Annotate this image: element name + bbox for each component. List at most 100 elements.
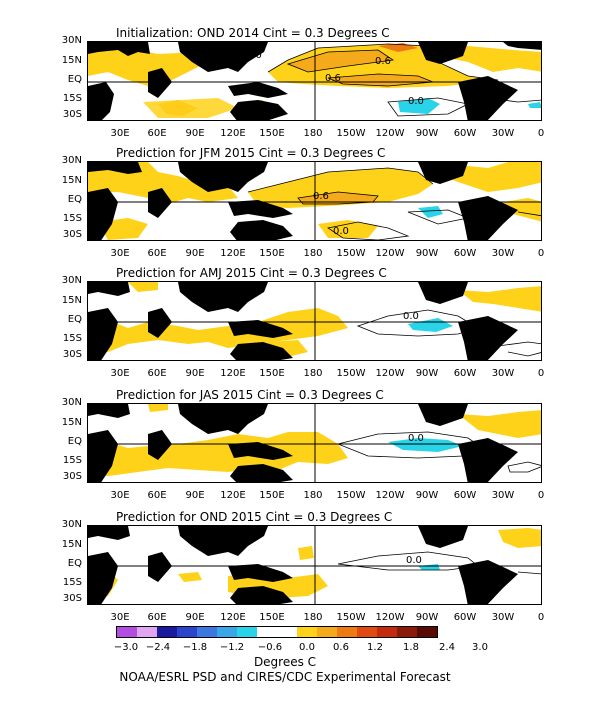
lon-label: 90W	[415, 368, 439, 379]
color-scale-bar	[116, 626, 438, 638]
legend-swatch	[197, 627, 217, 637]
lon-label: 150W	[336, 128, 366, 139]
legend-tick: −2.4	[145, 642, 171, 653]
lat-label-30s: 30S	[62, 471, 82, 482]
forecast-panel-jfm-2015: Prediction for JFM 2015 Cint = 0.3 Degre…	[0, 146, 600, 266]
lon-label: 0	[537, 128, 545, 139]
lon-label: 90E	[185, 248, 205, 259]
lat-label-30n: 30N	[61, 397, 82, 408]
lon-label: 60E	[147, 248, 167, 259]
lat-label-eq: EQ	[67, 194, 82, 205]
forecast-panel-ond-2015: Prediction for OND 2015 Cint = 0.3 Degre…	[0, 510, 600, 630]
contour-label: 0.0	[408, 96, 424, 107]
contour-label: 0.0	[333, 226, 349, 237]
panel-title: Prediction for JFM 2015 Cint = 0.3 Degre…	[116, 146, 386, 160]
lat-label-eq: EQ	[67, 314, 82, 325]
lat-label-eq: EQ	[67, 436, 82, 447]
lon-label: 30W	[491, 612, 515, 623]
land-masses	[88, 282, 518, 360]
lon-label: 150W	[336, 248, 366, 259]
sst-anomaly-map: 0.0	[87, 281, 542, 361]
lon-label: 120E	[220, 490, 246, 501]
lon-label: 150E	[259, 128, 285, 139]
lon-label: 120W	[375, 128, 405, 139]
lon-label: 90E	[185, 612, 205, 623]
lon-label: 90E	[185, 490, 205, 501]
lon-label: 60W	[453, 490, 477, 501]
legend-swatch	[217, 627, 237, 637]
lat-label-eq: EQ	[67, 74, 82, 85]
lat-label-15s: 15S	[62, 577, 82, 588]
lat-label-30s: 30S	[62, 229, 82, 240]
lon-label: 150W	[336, 490, 366, 501]
legend-tick: −0.6	[257, 642, 283, 653]
legend-swatch	[357, 627, 377, 637]
lat-label-15n: 15N	[61, 539, 82, 550]
panel-title: Prediction for AMJ 2015 Cint = 0.3 Degre…	[116, 266, 387, 280]
forecast-panel-ond-2014: Initialization: OND 2014 Cint = 0.3 Degr…	[0, 26, 600, 146]
legend-swatch	[177, 627, 197, 637]
lon-label: 120W	[375, 368, 405, 379]
legend-tick: −3.0	[113, 642, 139, 653]
lon-label: 90E	[185, 128, 205, 139]
lon-label: 120E	[220, 248, 246, 259]
panel-title: Prediction for OND 2015 Cint = 0.3 Degre…	[116, 510, 393, 524]
contour-lines	[337, 551, 541, 575]
lon-label: 180	[303, 368, 323, 379]
lon-label: 30E	[110, 128, 130, 139]
lat-label-15n: 15N	[61, 417, 82, 428]
lat-label-15s: 15S	[62, 93, 82, 104]
lon-label: 150E	[259, 612, 285, 623]
lon-label: 90W	[415, 612, 439, 623]
lat-label-15n: 15N	[61, 295, 82, 306]
lon-label: 60W	[453, 248, 477, 259]
legend-swatch	[317, 627, 337, 637]
lat-label-30n: 30N	[61, 155, 82, 166]
contour-label: 0.0	[408, 433, 424, 444]
legend-swatch	[137, 627, 157, 637]
sst-anomaly-map: 0.6 0.6 0.0 0.0	[87, 41, 542, 121]
panel-title: Prediction for JAS 2015 Cint = 0.3 Degre…	[116, 388, 384, 402]
legend-tick: 1.8	[403, 642, 419, 653]
contour-label: 0.6	[375, 56, 391, 67]
lat-label-30s: 30S	[62, 349, 82, 360]
legend-swatch	[377, 627, 397, 637]
cool-anomaly-region	[418, 206, 443, 218]
lon-label: 30W	[491, 128, 515, 139]
lat-label-15s: 15S	[62, 333, 82, 344]
land-masses	[88, 404, 518, 482]
lon-label: 150E	[259, 368, 285, 379]
legend-swatch	[117, 627, 137, 637]
contour-label: 0.0	[406, 555, 422, 566]
legend-swatch	[277, 627, 297, 637]
lon-label: 30E	[110, 612, 130, 623]
legend-swatch	[257, 627, 277, 637]
lat-label-30s: 30S	[62, 109, 82, 120]
lon-label: 30E	[110, 248, 130, 259]
panel-title: Initialization: OND 2014 Cint = 0.3 Degr…	[116, 26, 390, 40]
legend-tick: 1.2	[367, 642, 383, 653]
forecast-panel-jas-2015: Prediction for JAS 2015 Cint = 0.3 Degre…	[0, 388, 600, 508]
lon-label: 0	[537, 248, 545, 259]
lat-label-30n: 30N	[61, 519, 82, 530]
contour-label: 0.6	[313, 191, 329, 202]
contour-lines	[247, 167, 541, 240]
lat-label-15n: 15N	[61, 175, 82, 186]
lat-label-30n: 30N	[61, 35, 82, 46]
sst-anomaly-map: 0.0	[87, 525, 542, 605]
lon-label: 60W	[453, 128, 477, 139]
legend-tick: −1.8	[182, 642, 208, 653]
sst-anomaly-map: 0.0	[87, 403, 542, 483]
lon-label: 60E	[147, 490, 167, 501]
legend-swatch	[397, 627, 417, 637]
legend-tick: 0.6	[333, 642, 349, 653]
contour-lines	[336, 431, 541, 473]
lon-label: 120W	[375, 490, 405, 501]
lon-label: 150E	[259, 248, 285, 259]
lon-label: 90W	[415, 490, 439, 501]
lon-label: 60E	[147, 128, 167, 139]
legend-tick: −1.2	[219, 642, 245, 653]
lon-label: 60E	[147, 368, 167, 379]
legend-tick: 3.0	[472, 642, 488, 653]
lon-label: 120E	[220, 612, 246, 623]
